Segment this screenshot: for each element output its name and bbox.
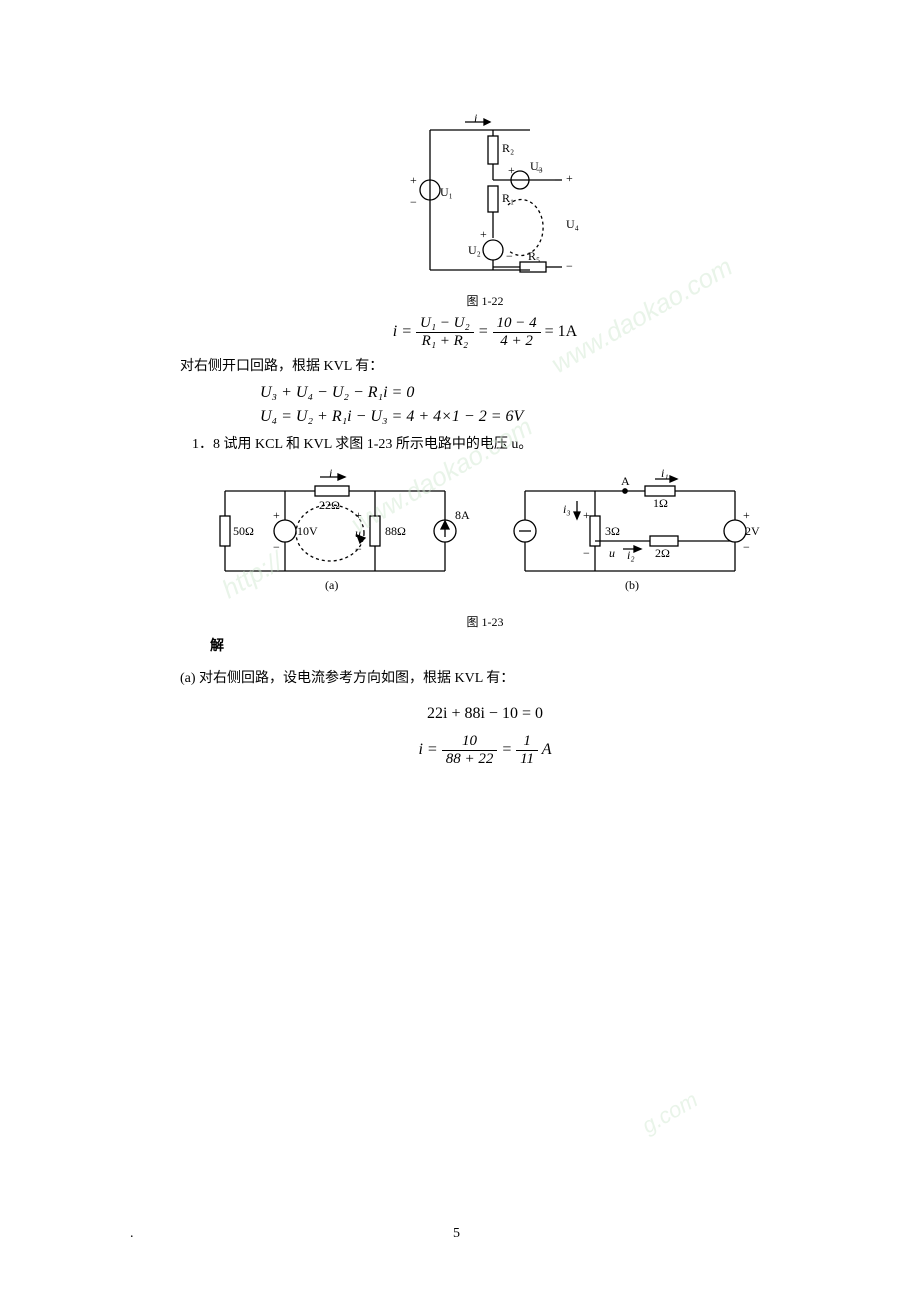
svg-text:U₂: U₂ bbox=[468, 243, 481, 257]
svg-text:2V: 2V bbox=[745, 524, 760, 538]
problem-1-8: 1．8 试用 KCL 和 KVL 求图 1-23 所示电路中的电压 u。 bbox=[192, 434, 790, 456]
svg-text:U₄: U₄ bbox=[566, 217, 579, 231]
svg-text:A: A bbox=[621, 474, 630, 488]
svg-text:i₂: i₂ bbox=[627, 548, 635, 562]
fig122-caption: 图 1-22 bbox=[180, 292, 790, 309]
svg-text:(a): (a) bbox=[325, 578, 338, 592]
svg-text:+: + bbox=[355, 508, 362, 522]
watermark: g.com bbox=[638, 1087, 703, 1139]
equation-22i: 22i + 88i − 10 = 0 bbox=[180, 705, 790, 723]
svg-text:+: + bbox=[583, 508, 590, 522]
svg-text:+: + bbox=[508, 163, 515, 177]
svg-text:i₁: i₁ bbox=[661, 466, 669, 480]
svg-text:50Ω: 50Ω bbox=[233, 524, 254, 538]
figure-1-23: 50Ω + − 10V 22Ω i + − u 88Ω 8A (a) A i₁ i₃ bbox=[180, 461, 790, 630]
equation-i: i = U₁ − U₂R₁ + R₂ = 10 − 44 + 2 = 1A bbox=[180, 315, 790, 350]
svg-text:U₁: U₁ bbox=[440, 185, 453, 199]
svg-text:−: − bbox=[743, 540, 750, 554]
svg-text:1Ω: 1Ω bbox=[653, 496, 668, 510]
svg-text:R₁: R₁ bbox=[502, 191, 514, 205]
svg-text:(b): (b) bbox=[625, 578, 639, 592]
svg-text:−: − bbox=[583, 546, 590, 560]
svg-text:i₃: i₃ bbox=[563, 502, 571, 516]
equation-kvl: U₃ + U₄ − U₂ − R₁i = 0 bbox=[180, 384, 790, 402]
svg-text:22Ω: 22Ω bbox=[319, 498, 340, 512]
footer-dot: . bbox=[130, 1226, 134, 1242]
svg-text:i: i bbox=[474, 111, 477, 125]
equation-u4: U₄ = U₂ + R₁i − U₃ = 4 + 4×1 − 2 = 6V bbox=[180, 408, 790, 426]
jie-label: 解 bbox=[210, 636, 790, 658]
svg-text:−: − bbox=[506, 249, 513, 263]
line-a-loop: (a) 对右侧回路，设电流参考方向如图，根据 KVL 有： bbox=[180, 668, 790, 690]
figure-1-22: i +− U₁ R₂ R₁ U₃ +− + U₄ − U₂ +− R₅ 图 1-… bbox=[180, 110, 790, 309]
svg-text:−: − bbox=[566, 259, 573, 273]
svg-text:10V: 10V bbox=[297, 524, 318, 538]
svg-text:−: − bbox=[355, 542, 362, 556]
svg-text:3Ω: 3Ω bbox=[605, 524, 620, 538]
svg-text:+: + bbox=[743, 508, 750, 522]
line-right-open-loop: 对右侧开口回路，根据 KVL 有： bbox=[180, 356, 790, 378]
svg-text:−: − bbox=[410, 195, 417, 209]
svg-text:R₂: R₂ bbox=[502, 141, 514, 155]
page-number: 5 bbox=[453, 1226, 460, 1242]
equation-i-result: i = 1088 + 22 = 111 A bbox=[180, 733, 790, 768]
svg-text:+: + bbox=[410, 173, 417, 187]
svg-text:+: + bbox=[273, 508, 280, 522]
svg-text:u: u bbox=[355, 526, 361, 540]
svg-text:R₅: R₅ bbox=[528, 249, 540, 263]
svg-text:i: i bbox=[329, 466, 332, 480]
svg-text:−: − bbox=[273, 540, 280, 554]
fig123-caption: 图 1-23 bbox=[180, 613, 790, 630]
svg-text:8A: 8A bbox=[455, 508, 470, 522]
svg-text:+: + bbox=[480, 227, 487, 241]
svg-text:u: u bbox=[609, 546, 615, 560]
svg-text:88Ω: 88Ω bbox=[385, 524, 406, 538]
svg-text:+: + bbox=[566, 171, 573, 185]
svg-text:−: − bbox=[536, 163, 543, 177]
svg-text:2Ω: 2Ω bbox=[655, 546, 670, 560]
